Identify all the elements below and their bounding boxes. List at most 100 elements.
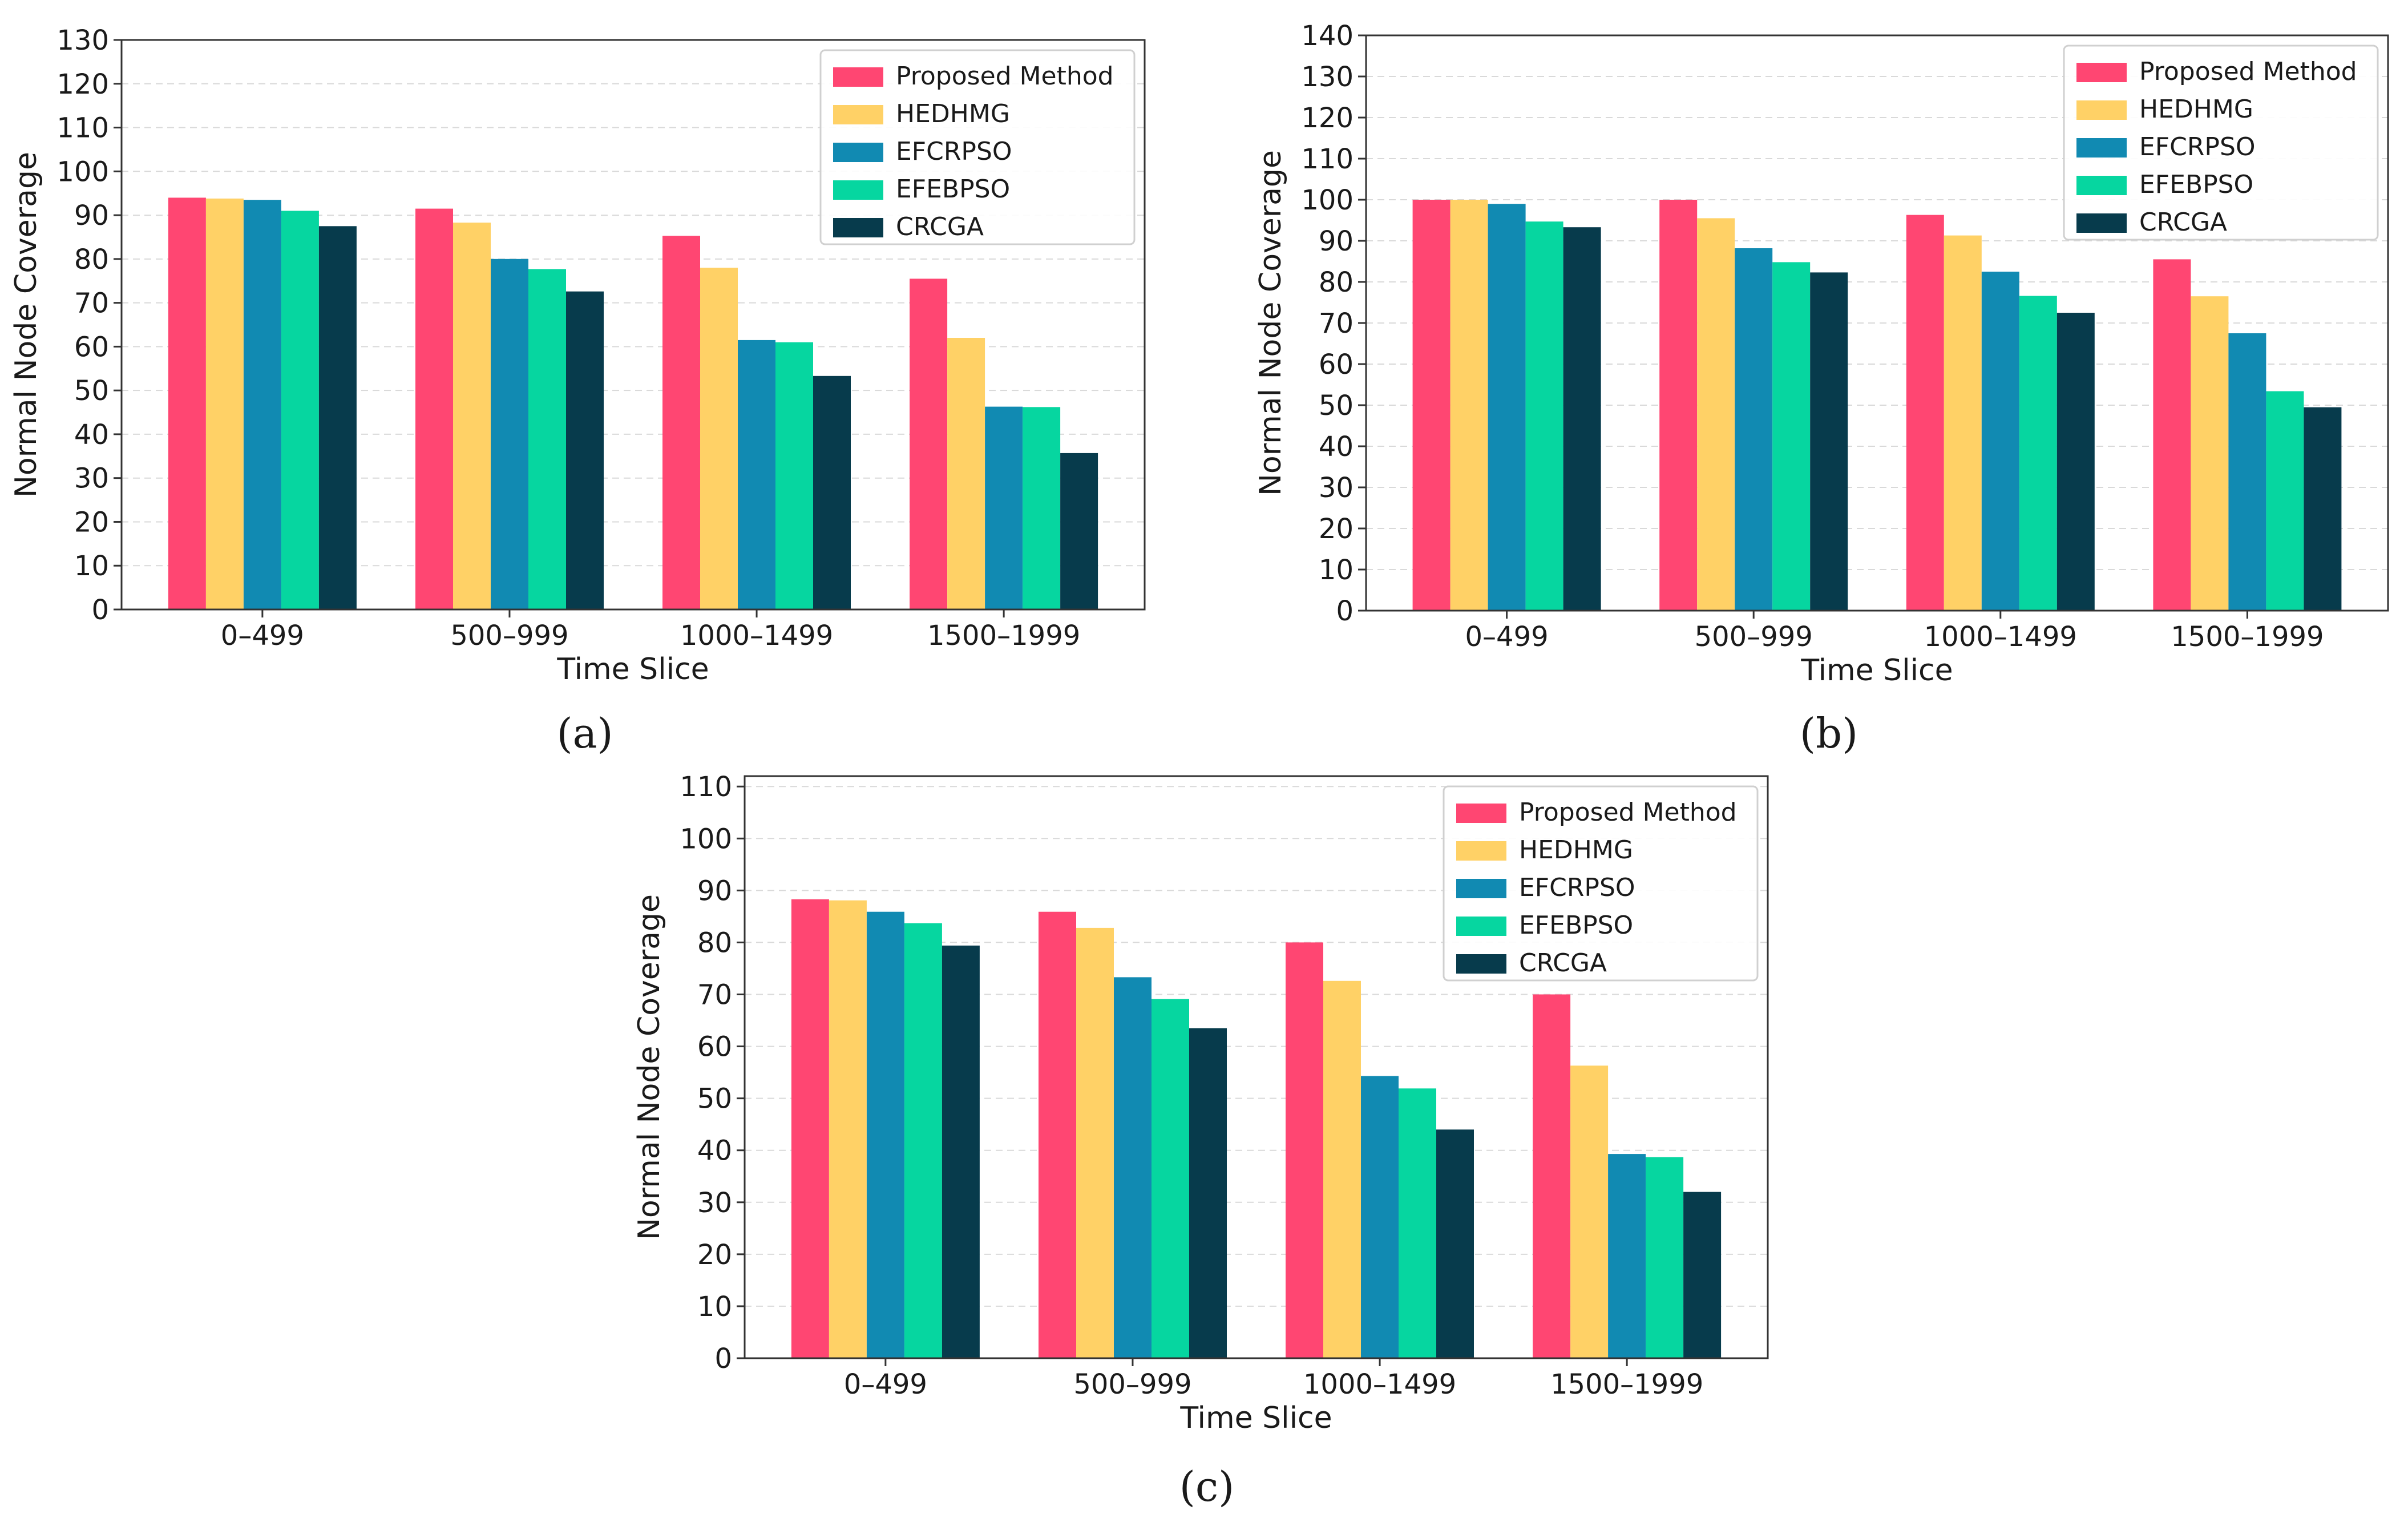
y-tick-label: 110 bbox=[680, 771, 732, 803]
x-tick-label: 500–999 bbox=[1695, 621, 1813, 653]
y-tick-label: 80 bbox=[697, 927, 732, 959]
legend-entry: EFCRPSO bbox=[2139, 132, 2256, 162]
bar bbox=[1525, 221, 1563, 611]
bar bbox=[2304, 407, 2342, 611]
panel-caption: (b) bbox=[1800, 709, 1858, 757]
y-tick-label: 60 bbox=[697, 1031, 732, 1063]
bar bbox=[866, 911, 904, 1358]
y-tick-label: 70 bbox=[1319, 308, 1354, 340]
legend-entry: Proposed Method bbox=[2139, 57, 2357, 86]
plot-frame bbox=[744, 775, 1769, 1359]
bar bbox=[1450, 200, 1488, 611]
legend-swatch bbox=[833, 218, 883, 237]
bar bbox=[491, 259, 528, 609]
legend-swatch bbox=[833, 105, 883, 124]
bar bbox=[2019, 296, 2057, 611]
legend-entry: EFEBPSO bbox=[896, 175, 1010, 204]
x-tick-label: 1500–1999 bbox=[927, 620, 1080, 652]
y-axis-label: Normal Node Coverage bbox=[9, 152, 43, 498]
x-tick-label: 0–499 bbox=[1465, 621, 1549, 653]
y-axis-label: Normal Node Coverage bbox=[632, 894, 666, 1240]
bar bbox=[775, 342, 813, 609]
y-tick-label: 20 bbox=[74, 506, 109, 538]
y-tick-label: 140 bbox=[1301, 20, 1354, 52]
bar bbox=[415, 208, 453, 610]
bar bbox=[566, 291, 604, 609]
y-tick-label: 40 bbox=[1319, 431, 1354, 463]
bar bbox=[1810, 272, 1848, 611]
legend-entry: HEDHMG bbox=[1519, 835, 1633, 865]
bar bbox=[910, 278, 948, 609]
bar bbox=[985, 406, 1023, 609]
y-tick-label: 130 bbox=[1301, 61, 1354, 93]
legend-swatch bbox=[2076, 63, 2127, 82]
y-axis-label: Normal Node Coverage bbox=[1254, 150, 1288, 496]
bar bbox=[1039, 911, 1076, 1358]
bar bbox=[2153, 259, 2191, 611]
x-axis-label: Time Slice bbox=[1800, 653, 1953, 688]
legend-swatch bbox=[833, 143, 883, 162]
bar bbox=[1189, 1028, 1227, 1358]
legend-entry: EFEBPSO bbox=[2139, 170, 2253, 199]
bar bbox=[528, 269, 566, 609]
legend-entry: CRCGA bbox=[896, 212, 984, 241]
y-tick-label: 0 bbox=[1336, 595, 1354, 627]
y-tick-label: 80 bbox=[1319, 267, 1354, 298]
y-tick-label: 70 bbox=[697, 979, 732, 1011]
y-tick-label: 40 bbox=[74, 419, 109, 451]
bar bbox=[2191, 296, 2229, 611]
y-tick-label: 20 bbox=[697, 1239, 732, 1271]
bar bbox=[1152, 999, 1189, 1358]
legend-swatch bbox=[1456, 841, 1506, 861]
legend-swatch bbox=[1456, 954, 1506, 974]
legend-entry: EFCRPSO bbox=[896, 137, 1012, 166]
y-tick-label: 30 bbox=[1319, 472, 1354, 504]
y-tick-label: 60 bbox=[74, 331, 109, 363]
bar bbox=[1488, 204, 1526, 611]
x-tick-label: 1000–1499 bbox=[680, 620, 833, 652]
bar bbox=[1659, 200, 1698, 611]
bar bbox=[1697, 218, 1735, 611]
legend-swatch bbox=[2076, 100, 2127, 120]
bar bbox=[1735, 248, 1773, 611]
bar bbox=[1076, 927, 1114, 1358]
y-tick-label: 0 bbox=[91, 594, 109, 626]
bar bbox=[942, 945, 980, 1358]
bar bbox=[1286, 942, 1323, 1358]
x-tick-label: 1000–1499 bbox=[1303, 1368, 1456, 1400]
chart-panel-1: 0 10 20 30 40 50 60 70 80 90 100 110 120 130 0–499 500–… bbox=[9, 25, 1146, 757]
bar bbox=[1023, 407, 1061, 609]
y-tick-label: 30 bbox=[74, 463, 109, 495]
chart-panel-2: 0 10 20 30 40 50 60 70 80 90 100 110 120 130 140 0–499 5… bbox=[1254, 20, 2389, 757]
plot-frame bbox=[1365, 34, 2389, 612]
legend-swatch bbox=[833, 180, 883, 200]
x-tick-label: 500–999 bbox=[1073, 1368, 1191, 1400]
y-tick-label: 0 bbox=[714, 1343, 732, 1375]
y-tick-label: 30 bbox=[697, 1187, 732, 1219]
y-tick-label: 110 bbox=[1301, 143, 1354, 175]
y-tick-label: 70 bbox=[74, 288, 109, 320]
y-tick-label: 100 bbox=[680, 823, 732, 855]
x-axis-label: Time Slice bbox=[1179, 1401, 1332, 1435]
bar bbox=[1323, 980, 1361, 1358]
bar bbox=[700, 268, 738, 609]
y-tick-label: 120 bbox=[56, 68, 109, 100]
bar bbox=[738, 340, 775, 609]
bar bbox=[1944, 235, 1982, 611]
y-tick-label: 80 bbox=[74, 244, 109, 276]
panel-caption: (a) bbox=[556, 709, 613, 757]
legend-swatch bbox=[2076, 213, 2127, 233]
legend: Proposed Method HEDHMG EFCRPSO EFEBPSO CRCGA bbox=[2063, 45, 2379, 241]
legend-swatch bbox=[833, 67, 883, 87]
legend-entry: EFEBPSO bbox=[1519, 911, 1633, 940]
bar bbox=[1361, 1076, 1399, 1358]
y-tick-label: 90 bbox=[74, 200, 109, 232]
bar bbox=[1906, 215, 1944, 611]
legend-swatch bbox=[1456, 917, 1506, 936]
x-tick-label: 1500–1999 bbox=[1550, 1368, 1703, 1400]
bar bbox=[662, 236, 700, 609]
x-tick-label: 0–499 bbox=[221, 620, 304, 652]
bar bbox=[281, 211, 319, 609]
bar bbox=[1412, 200, 1451, 611]
y-tick-label: 10 bbox=[74, 550, 109, 582]
